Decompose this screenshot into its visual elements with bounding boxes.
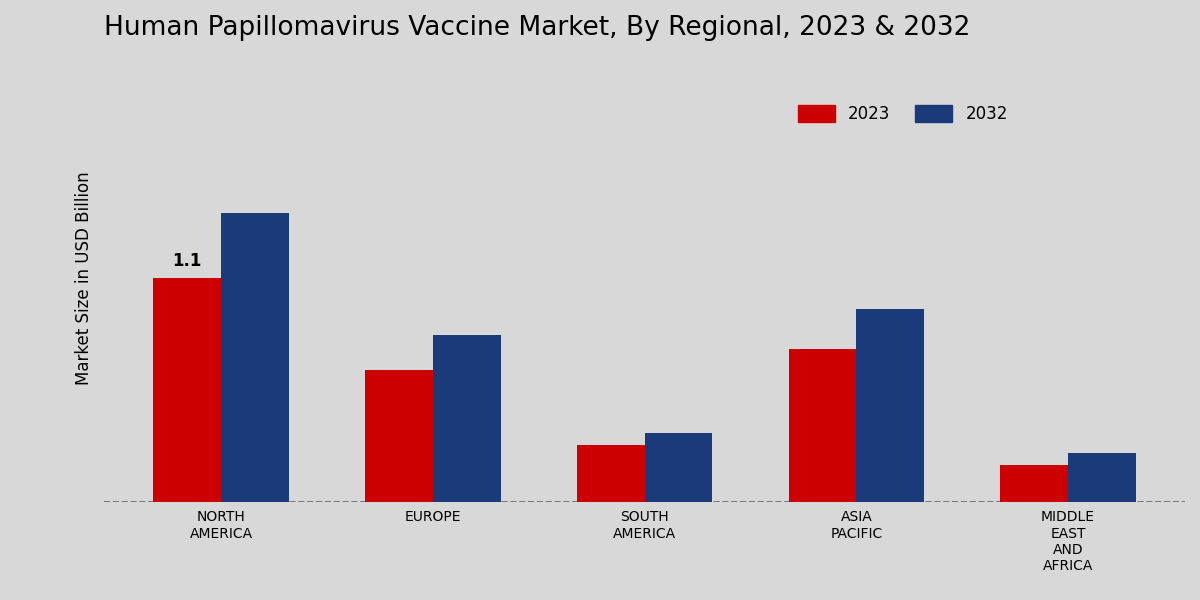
Bar: [365, 370, 433, 502]
Bar: [433, 335, 500, 502]
Bar: [1001, 466, 1068, 502]
Bar: [644, 433, 713, 502]
Bar: [788, 349, 857, 502]
Text: Human Papillomavirus Vaccine Market, By Regional, 2023 & 2032: Human Papillomavirus Vaccine Market, By …: [104, 15, 971, 41]
Bar: [577, 445, 644, 502]
Bar: [154, 278, 221, 502]
Text: 1.1: 1.1: [173, 252, 202, 270]
Bar: [857, 309, 924, 502]
Y-axis label: Market Size in USD Billion: Market Size in USD Billion: [74, 172, 94, 385]
Bar: [221, 213, 289, 502]
Legend: 2023, 2032: 2023, 2032: [792, 98, 1014, 130]
Bar: [1068, 453, 1136, 502]
